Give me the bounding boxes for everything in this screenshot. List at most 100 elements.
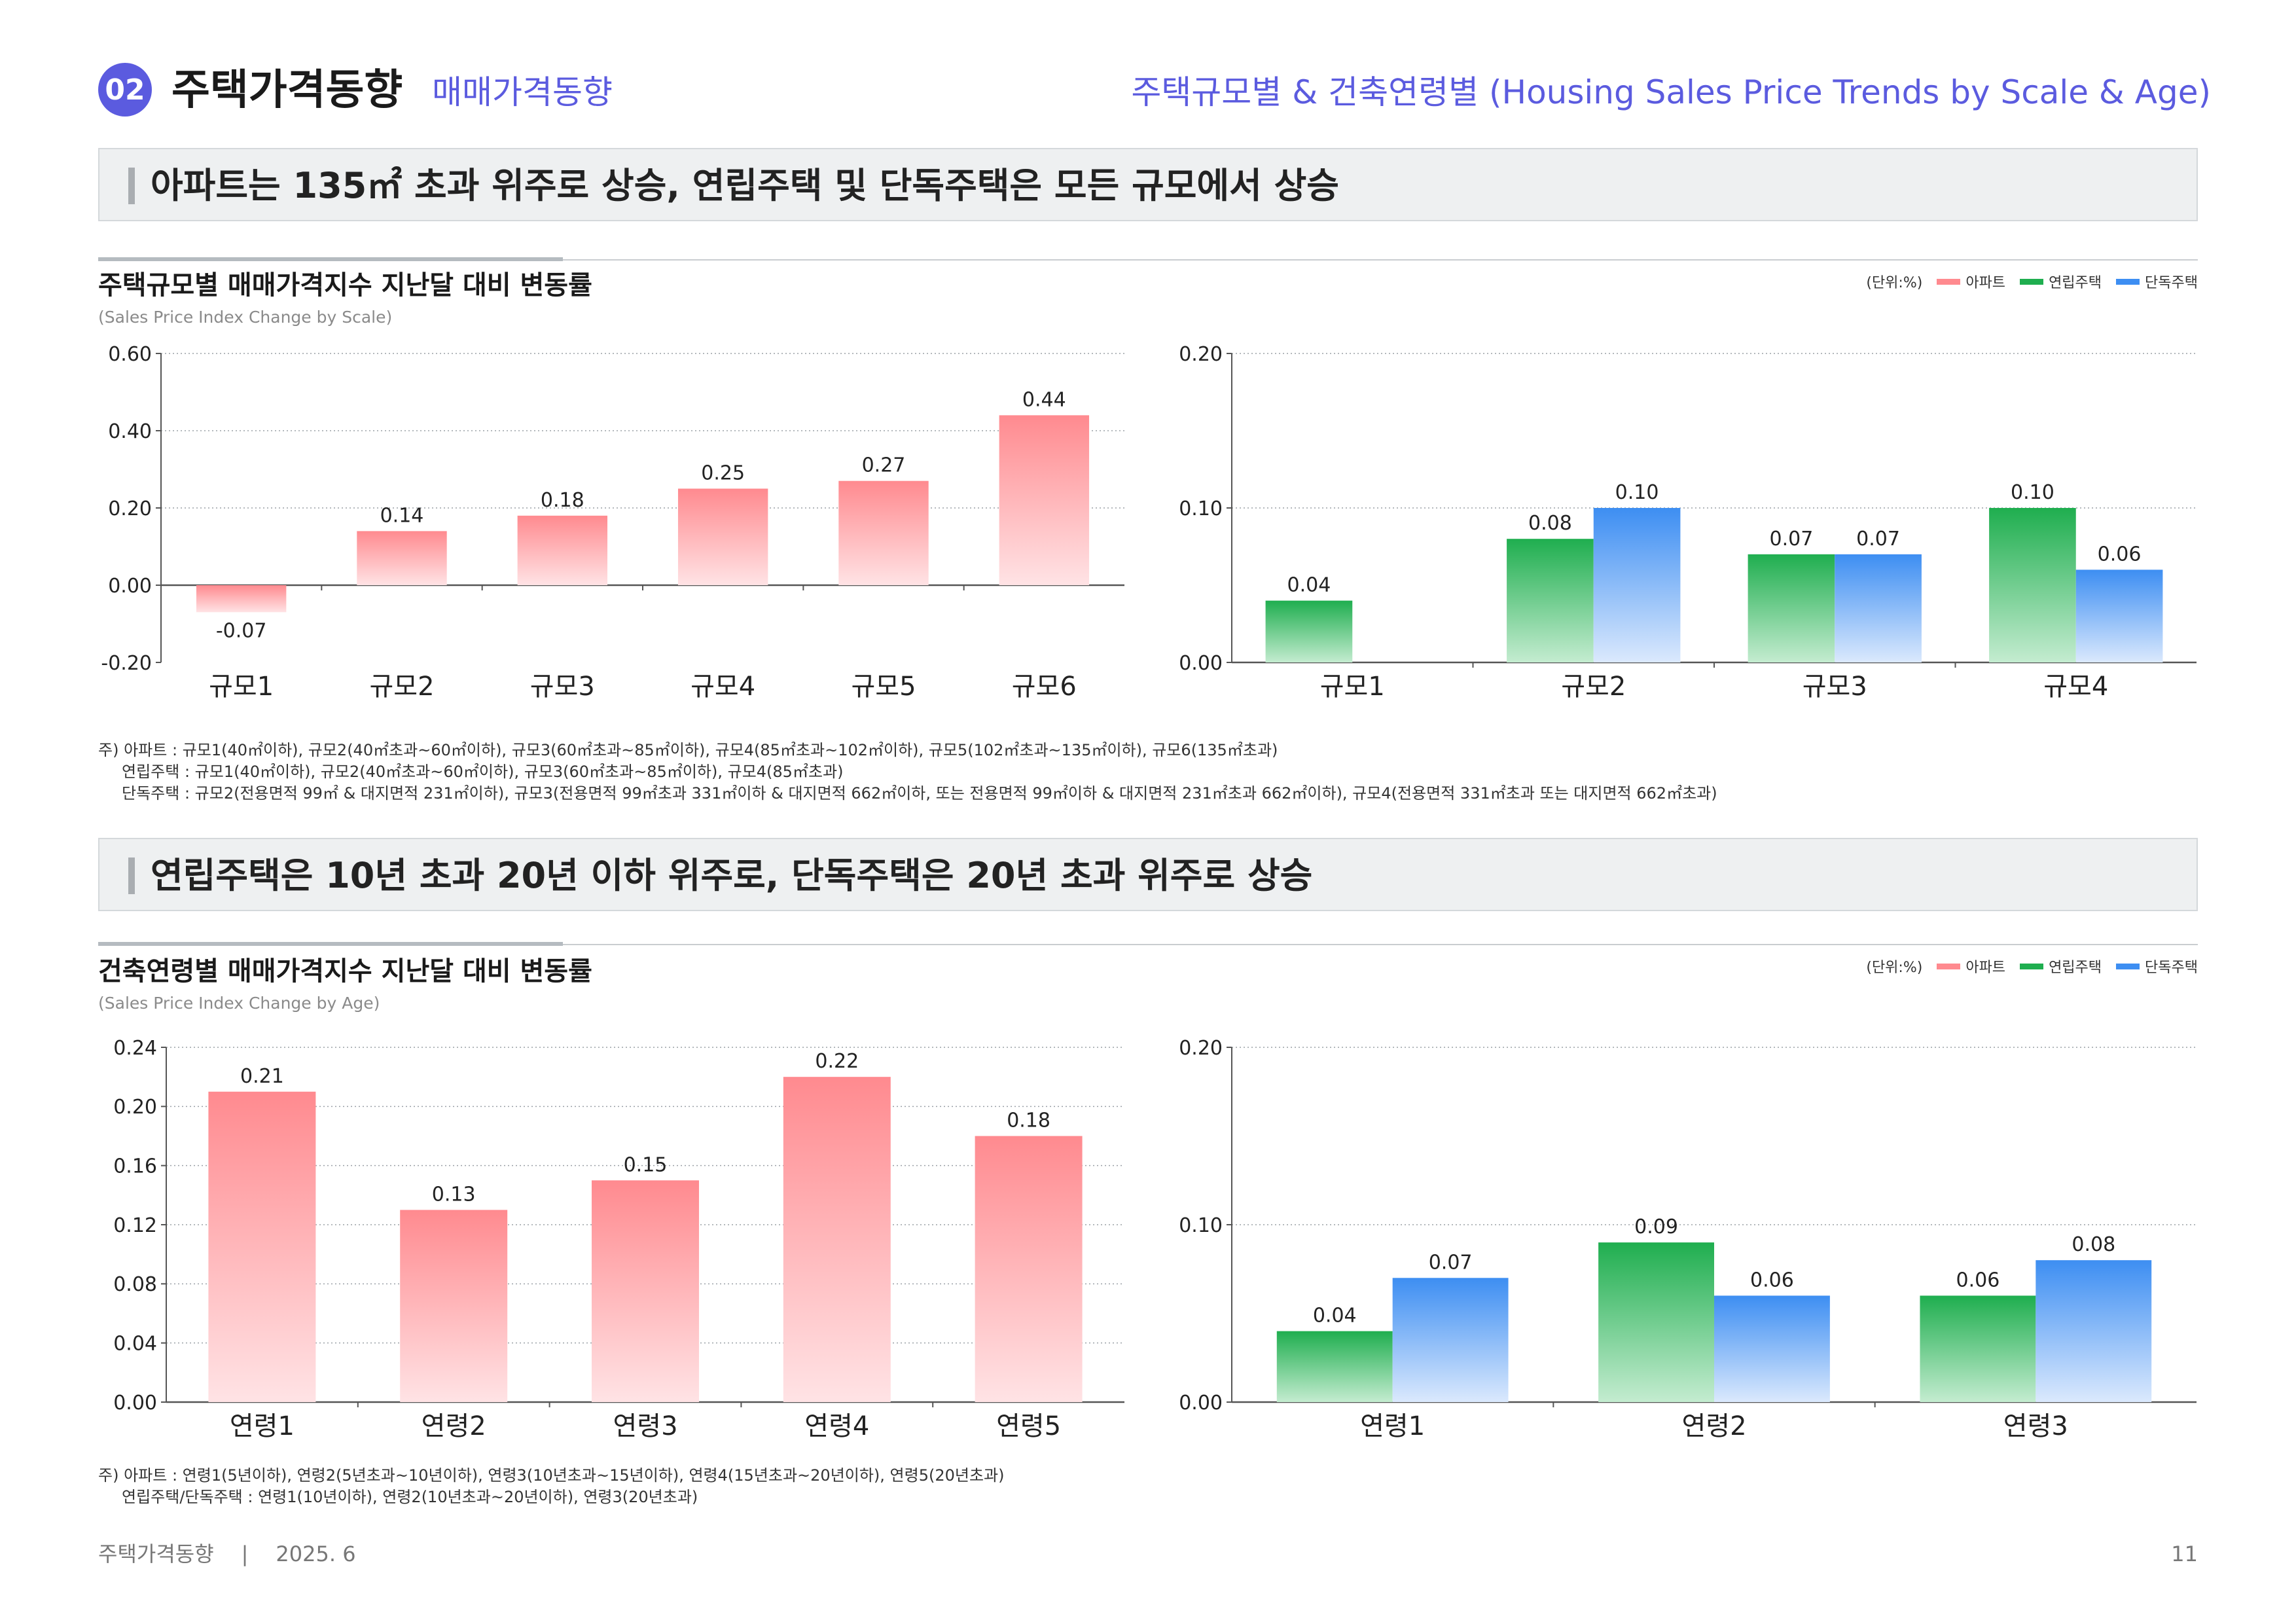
y-tick-label: 0.20 — [108, 497, 152, 520]
bar-apt — [357, 531, 447, 585]
bar-det — [1714, 1295, 1830, 1402]
y-tick-label: 0.00 — [1179, 652, 1223, 675]
bar-apt — [677, 488, 768, 585]
bar-det — [1593, 508, 1681, 662]
bar-det — [2036, 1260, 2152, 1402]
page-number: 11 — [2171, 1542, 2198, 1566]
data-label: 0.04 — [1313, 1305, 1357, 1327]
legend-label: 연립주택 — [2049, 275, 2102, 291]
y-tick-label: 0.10 — [1179, 1214, 1223, 1237]
data-label: 0.18 — [1007, 1110, 1050, 1132]
x-category-label: 규모5 — [851, 672, 916, 702]
legend-item-detached: 단독주택 — [2116, 271, 2198, 292]
bar-apt — [783, 1077, 891, 1402]
legend-label: 단독주택 — [2145, 960, 2198, 976]
legend-item-detached: 단독주택 — [2116, 956, 2198, 977]
y-tick-label: 0.24 — [113, 1037, 157, 1060]
y-tick-label: 0.20 — [1179, 1037, 1223, 1060]
headline-marker — [128, 857, 135, 894]
bar-apt — [208, 1091, 316, 1402]
section2-chart-title: 건축연령별 매매가격지수 지난달 대비 변동률 — [98, 956, 592, 986]
y-tick-label: 0.00 — [113, 1392, 157, 1415]
y-tick-label: 0.08 — [113, 1273, 157, 1296]
data-label: 0.25 — [701, 462, 745, 485]
x-category-label: 연령1 — [1360, 1411, 1425, 1441]
headline-marker — [128, 168, 135, 204]
page-subtitle: 매매가격동향 — [432, 73, 613, 111]
data-label: 0.15 — [624, 1153, 668, 1176]
x-category-label: 연령3 — [613, 1411, 677, 1441]
data-label: 0.09 — [1634, 1216, 1678, 1238]
data-label: -0.07 — [216, 619, 267, 642]
bar-det — [1392, 1278, 1509, 1402]
data-label: 0.06 — [1750, 1269, 1794, 1291]
chart-scale-row-detached: 0.00 0.10 0.20 규모1 0.04 규모2 0.08 0.10 규모3 0.07 0.0… — [1179, 343, 2197, 702]
x-category-label: 연령3 — [2003, 1411, 2068, 1441]
note-line: 주) 아파트 : 규모1(40㎡이하), 규모2(40㎡초과~60㎡이하), 규… — [98, 741, 1278, 759]
page-topic-title: 주택규모별 & 건축연령별 (Housing Sales Price Trend… — [1131, 73, 2211, 111]
data-label: 0.07 — [1429, 1251, 1473, 1274]
legend-swatch-detached — [2116, 963, 2140, 969]
bar-row — [1920, 1295, 2036, 1402]
section-number-badge: 02 — [98, 63, 152, 117]
x-category-label: 규모1 — [209, 672, 274, 702]
data-label: 0.18 — [541, 489, 584, 512]
chart-age-row-detached: 0.00 0.10 0.20 연령1 0.04 0.07 연령2 0.09 0.06 연령3 0.0… — [1179, 1037, 2197, 1441]
x-category-label: 연령2 — [422, 1411, 486, 1441]
legend-unit: (단위:%) — [1866, 960, 1923, 976]
section2-divider — [98, 944, 2198, 945]
legend-unit: (단위:%) — [1866, 275, 1923, 291]
section2-headline: 연립주택은 10년 초과 20년 이하 위주로, 단독주택은 20년 초과 위주… — [151, 855, 1313, 896]
legend-item-row-house: 연립주택 — [2020, 956, 2102, 977]
data-label: 0.44 — [1022, 388, 1066, 411]
legend-label: 단독주택 — [2145, 275, 2198, 291]
legend-swatch-apartment — [1937, 278, 1961, 285]
data-label: 0.27 — [862, 454, 906, 477]
bar-row — [1748, 554, 1835, 662]
note-line: 단독주택 : 규모2(전용면적 99㎡ & 대지면적 231㎡이하), 규모3(… — [122, 784, 1717, 803]
x-category-label: 연령4 — [804, 1411, 869, 1441]
legend-label: 아파트 — [1965, 960, 2006, 976]
x-category-label: 규모2 — [369, 672, 434, 702]
page-title: 주택가격동향 — [171, 66, 403, 115]
section2-headline-band: 연립주택은 10년 초과 20년 이하 위주로, 단독주택은 20년 초과 위주… — [98, 838, 2198, 911]
footer-publication: 주택가격동향 — [98, 1542, 214, 1566]
legend-swatch-row-house — [2020, 278, 2044, 285]
y-tick-label: 0.00 — [108, 575, 152, 598]
bar-apt — [975, 1136, 1083, 1402]
note-line: 주) 아파트 : 연령1(5년이하), 연령2(5년초과~10년이하), 연령3… — [98, 1466, 1005, 1485]
section1-chart-title: 주택규모별 매매가격지수 지난달 대비 변동률 — [98, 270, 592, 300]
y-tick-label: 0.00 — [1179, 1392, 1223, 1415]
bar-apt — [400, 1210, 508, 1402]
data-label: 0.08 — [1528, 512, 1572, 535]
note-line: 연립주택/단독주택 : 연령1(10년이하), 연령2(10년초과~20년이하)… — [122, 1488, 698, 1506]
x-category-label: 규모1 — [1320, 672, 1385, 702]
y-tick-label: 0.20 — [113, 1096, 157, 1119]
bar-apt — [517, 515, 608, 585]
bar-row — [1598, 1242, 1714, 1402]
legend-label: 연립주택 — [2049, 960, 2102, 976]
y-tick-label: 0.16 — [113, 1155, 157, 1178]
section2-divider-accent — [98, 942, 563, 946]
section2-legend: (단위:%) 아파트 연립주택 단독주택 — [1866, 956, 2198, 977]
legend-item-apartment: 아파트 — [1937, 271, 2005, 292]
note-line: 연립주택 : 규모1(40㎡이하), 규모2(40㎡초과~60㎡이하), 규모3… — [122, 763, 844, 781]
y-tick-label: 0.20 — [1179, 343, 1223, 366]
x-category-label: 규모3 — [1803, 672, 1867, 702]
y-tick-label: 0.60 — [108, 343, 152, 366]
y-tick-label: 0.12 — [113, 1214, 157, 1237]
bar-det — [2075, 569, 2163, 662]
data-label: 0.08 — [2072, 1233, 2115, 1256]
section2-chart-subtitle: (Sales Price Index Change by Age) — [98, 994, 380, 1013]
legend-swatch-detached — [2116, 278, 2140, 285]
x-category-label: 규모4 — [691, 672, 755, 702]
section1-headline: 아파트는 135㎡ 초과 위주로 상승, 연립주택 및 단독주택은 모든 규모에… — [151, 165, 1339, 206]
data-label: 0.04 — [1287, 574, 1331, 597]
section1-legend: (단위:%) 아파트 연립주택 단독주택 — [1866, 271, 2198, 292]
data-label: 0.10 — [1615, 481, 1659, 504]
y-tick-label: -0.20 — [101, 652, 152, 675]
data-label: 0.07 — [1856, 528, 1900, 550]
section2-notes: 주) 아파트 : 연령1(5년이하), 연령2(5년초과~10년이하), 연령3… — [98, 1465, 1005, 1508]
bar-apt — [838, 480, 929, 585]
footer-separator: | — [241, 1542, 249, 1566]
